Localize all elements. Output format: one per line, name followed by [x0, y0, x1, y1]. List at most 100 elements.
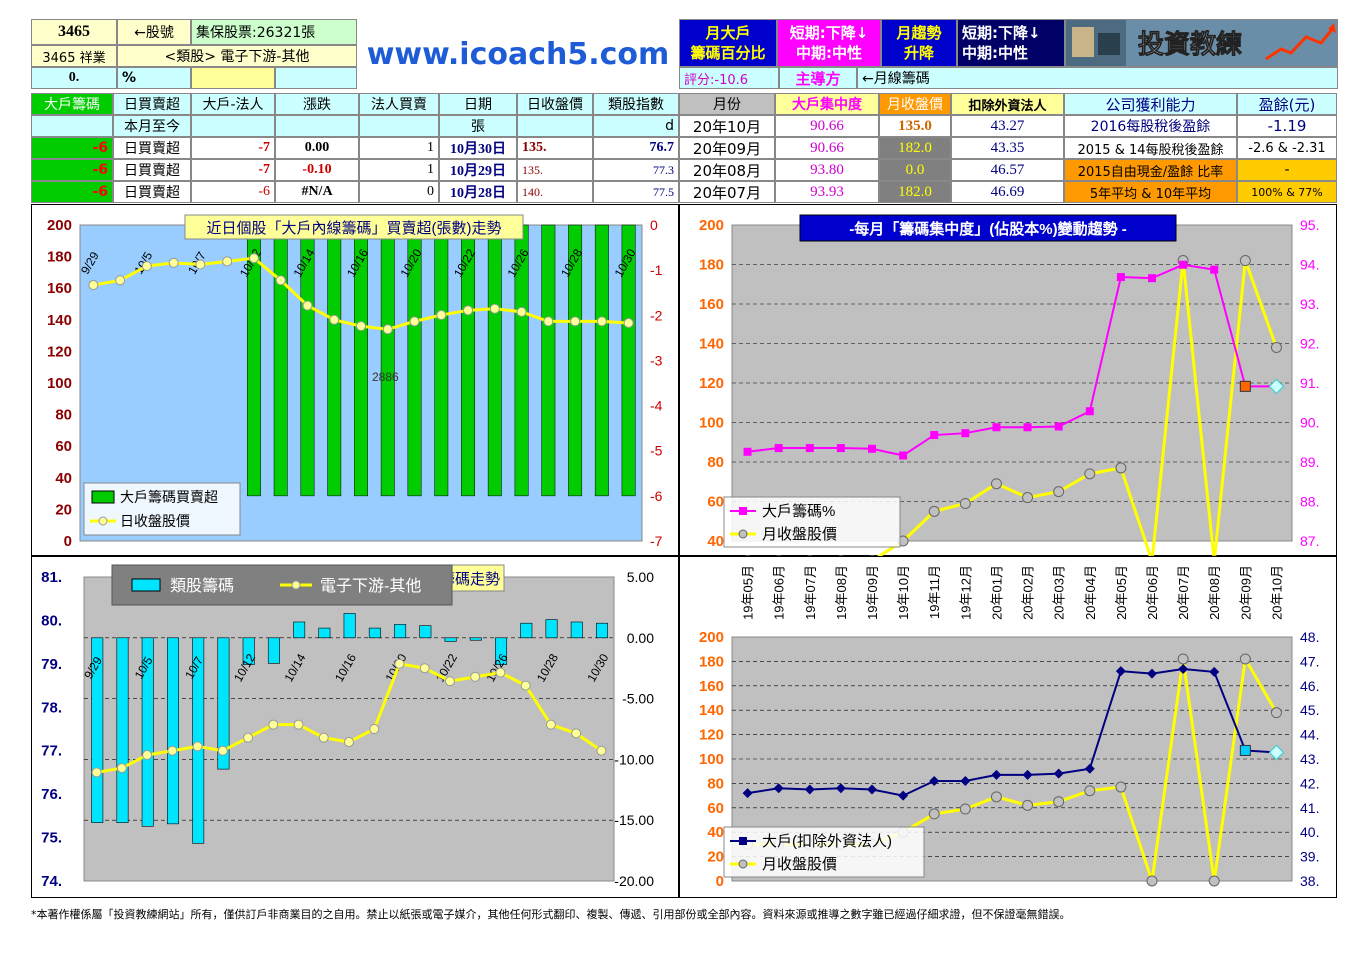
c1-price-point-17 [1270, 341, 1282, 353]
c2-ytick-right-0: 5.00 [627, 569, 654, 585]
c3-ytick-right-4: 44. [1300, 727, 1319, 743]
profit-row-2-label: 2015自由現金/盈餘 比率 [1064, 159, 1237, 181]
c3-xtick-8: 20年01月 [989, 565, 1004, 620]
sector-label: <類股> 電子下游-其他 [117, 45, 357, 67]
c3-xtick-2: 19年07月 [803, 565, 818, 620]
daily-row-1-col-4: 1 [359, 159, 439, 181]
c1-price-point-11 [1084, 468, 1096, 480]
c0-title-box [184, 214, 524, 240]
c3-ytick-left-10: 0 [716, 873, 724, 890]
c1-legend-swatch-main-marker [739, 507, 747, 515]
logo-photo-screen [1098, 33, 1120, 55]
c3-ytick-right-9: 39. [1300, 849, 1319, 865]
c1-legend-label-main: 大戶籌碼% [762, 503, 835, 520]
c2-index-point-4 [192, 741, 203, 752]
c1-main-point-1 [774, 444, 783, 453]
monthly-row-1-col-2: 182.0 [879, 137, 951, 159]
score-label: 評分:-10.6 [679, 67, 779, 89]
c3-price-point-17 [1270, 707, 1282, 719]
c1-ytick-left-4: 120 [699, 375, 724, 392]
stock-code: 3465 [31, 19, 117, 45]
c0-ytick-right-4: -4 [650, 398, 663, 414]
c1-main-point-12 [1116, 273, 1125, 282]
monthly-trend: 月趨勢 升降 [881, 19, 957, 67]
c1-title-box [799, 214, 1177, 242]
c2-legend-label-line: 電子下游-其他 [320, 577, 421, 595]
blank-cell-1 [191, 67, 275, 89]
c1-ytick-left-0: 200 [699, 217, 724, 234]
c3-price-point-7 [959, 803, 971, 815]
c3-xtick-16: 20年09月 [1238, 565, 1253, 620]
c1-ytick-right-7: 88. [1300, 494, 1319, 510]
c3-main-point-8 [991, 769, 1002, 780]
short-term-1: 短期:下降↓ [789, 24, 869, 42]
c0-price-point-17 [543, 316, 554, 327]
daily-header-0: 大戶籌碼 [31, 93, 113, 115]
daily-row-2-col-5: 10月28日 [439, 181, 517, 203]
c3-main-point-2 [804, 784, 815, 795]
c2-bar-3 [166, 637, 179, 825]
chart-panel-sector: 81. 80. 79. 78. 77. 76. 75. 74. 5.00 0.00 -5.00 -10… [31, 556, 679, 898]
daily-row-2-col-3: #N/A [275, 181, 359, 203]
daily-row-0-col-7: 76.7 [593, 137, 679, 159]
c1-price-point-12 [1115, 462, 1127, 474]
daily-row-2-col-0: -6 [31, 181, 113, 203]
c0-price-point-2 [141, 261, 152, 272]
c3-legend-label-price: 月收盤股價 [762, 856, 837, 873]
percent-cell: % [117, 67, 191, 89]
monthly-header-2: 月收盤價 [879, 93, 951, 115]
c1-main-point-7 [961, 429, 970, 438]
monthly-row-2-col-3: 46.57 [951, 159, 1064, 181]
daily-row-1-col-7: 77.3 [593, 159, 679, 181]
c3-main-point-6 [929, 775, 940, 786]
c3-ytick-left-8: 40 [707, 824, 724, 841]
c1-ytick-right-0: 95. [1300, 217, 1319, 233]
c3-xtick-15: 20年08月 [1207, 565, 1222, 620]
daily-header-4: 法人買賣 [359, 93, 439, 115]
c0-ytick-left-10: 0 [64, 533, 72, 550]
monthly-row-1-col-3: 43.35 [951, 137, 1064, 159]
daily-header-7: 類股指數 [593, 93, 679, 115]
c3-main-point-5 [898, 790, 909, 801]
monthly-row-1-col-0: 20年09月 [679, 137, 775, 159]
c3-main-point-16 [1239, 744, 1251, 756]
c2-bar-8 [293, 621, 306, 639]
monthly-row-2-col-1: 93.80 [775, 159, 879, 181]
c2-ytick-left-3: 78. [41, 699, 62, 716]
daily-row-0-col-5: 10月30日 [439, 137, 517, 159]
c2-index-point-20 [596, 745, 607, 756]
c1-main-point-6 [930, 431, 939, 440]
daily-row-1-col-2: -7 [191, 159, 275, 181]
daily-header-2: 大戶-法人 [191, 93, 275, 115]
c0-legend-swatch-dot [98, 516, 108, 526]
c3-price-point-15 [1208, 875, 1220, 887]
profit-row-0-value: -1.19 [1237, 115, 1337, 137]
trend-box-2: 短期:下降↓ 中期:中性 [957, 19, 1065, 67]
c2-bar-5 [217, 637, 230, 770]
c3-xtick-13: 20年06月 [1145, 565, 1160, 620]
c3-ytick-left-4: 120 [699, 727, 724, 744]
c3-ytick-right-8: 40. [1300, 824, 1319, 840]
c2-index-point-18 [545, 719, 556, 730]
c1-main-point-8 [992, 423, 1001, 432]
daily-row-2-col-4: 0 [359, 181, 439, 203]
c2-bar-7 [267, 637, 280, 664]
website-link[interactable]: www.icoach5.com [366, 36, 670, 72]
c3-main-point-4 [867, 784, 877, 795]
c3-price-point-11 [1084, 785, 1096, 797]
c1-price-point-6 [928, 505, 940, 517]
c0-price-point-15 [489, 303, 500, 314]
c2-bar-6 [242, 637, 255, 665]
c3-main-point-0 [742, 788, 753, 799]
chart-panel-daily-big-holder: 200 180 160 140 120 100 80 60 40 20 0 0 -1 -2 -3 -4 -5 -6… [31, 204, 679, 556]
c1-title: -每月「籌碼集中度」(佔股本%)變動趨勢 - [849, 220, 1127, 238]
daily-row-2-col-6: 140. [517, 181, 593, 203]
c2-bar-4 [192, 637, 205, 844]
profit-row-0-label: 2016每股稅後盈餘 [1064, 115, 1237, 137]
monthly-header-0: 月份 [679, 93, 775, 115]
profit-row-1-label: 2015 & 14每股稅後盈餘 [1064, 137, 1237, 159]
c3-xtick-9: 20年02月 [1021, 565, 1036, 620]
daily-row-1-col-5: 10月29日 [439, 159, 517, 181]
daily-unit-2 [191, 115, 275, 137]
monthly-big-label: 月大戶 籌碼百分比 [679, 19, 777, 67]
